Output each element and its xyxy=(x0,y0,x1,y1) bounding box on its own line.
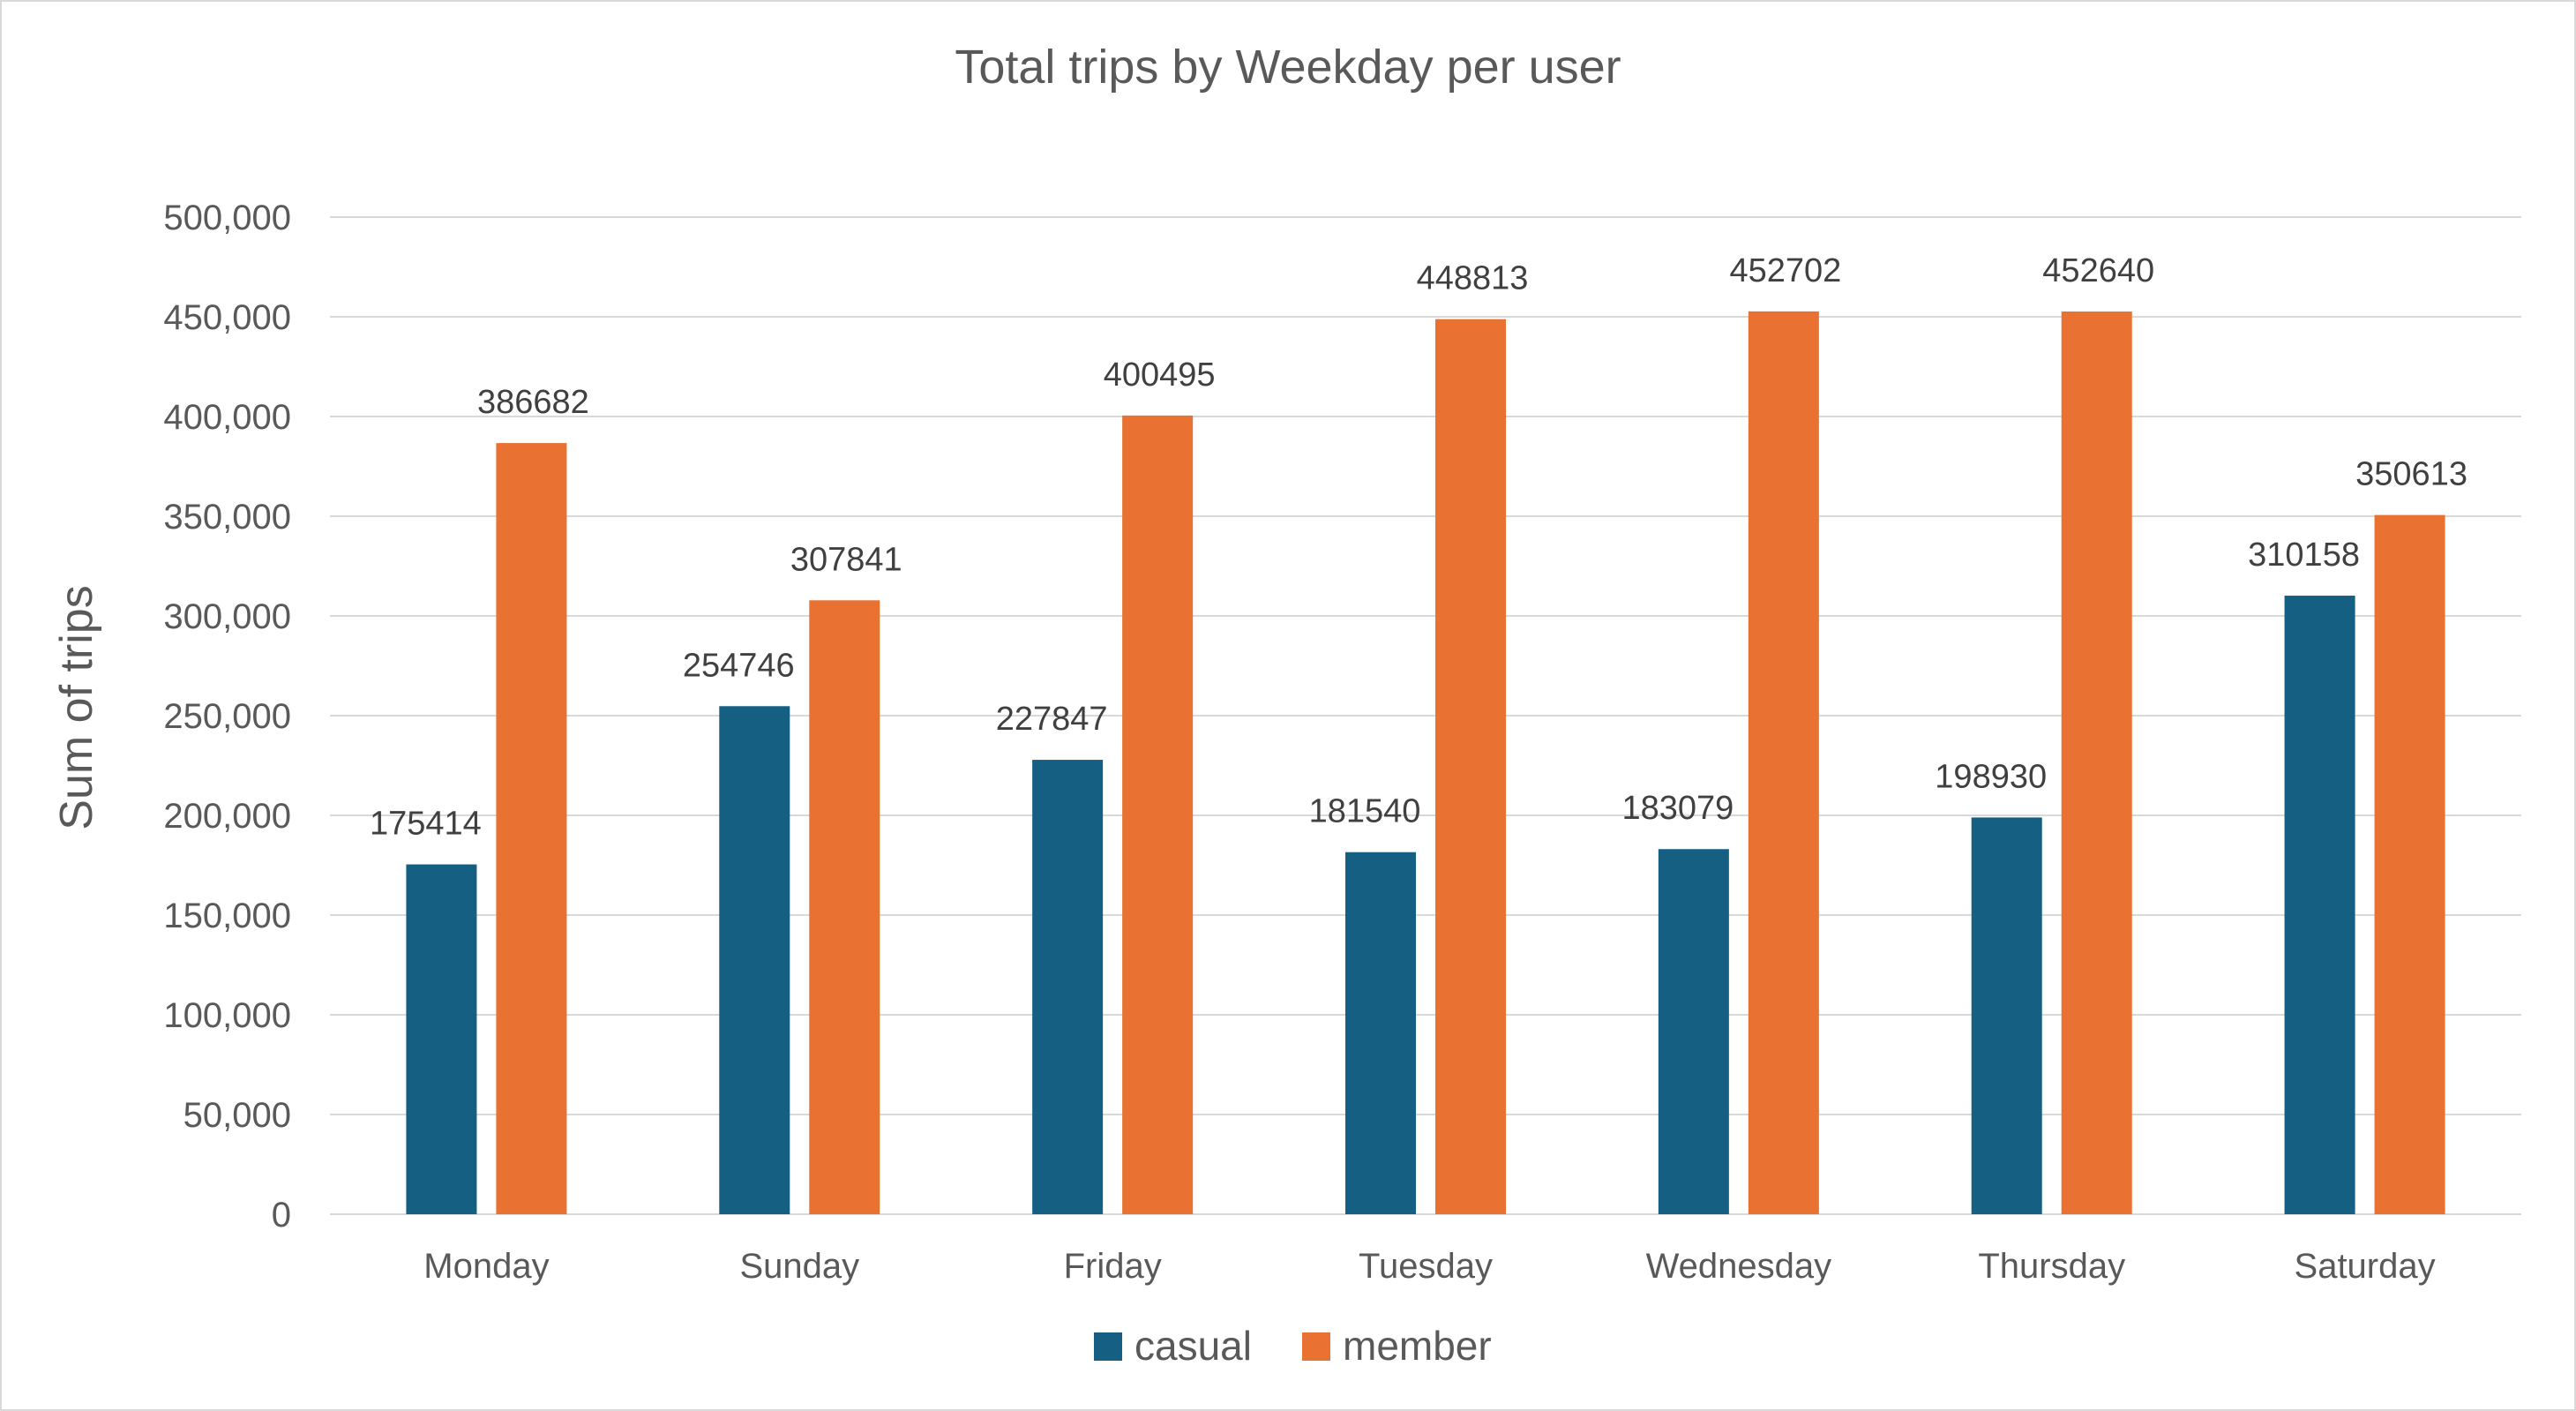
x-tick-label: Friday xyxy=(1064,1247,1162,1286)
data-label-casual: 183079 xyxy=(1621,790,1734,827)
x-tick-label: Saturday xyxy=(2295,1247,2436,1286)
chart-title: Total trips by Weekday per user xyxy=(955,41,1621,94)
y-tick-label: 300,000 xyxy=(163,597,291,636)
bar-member xyxy=(1748,311,1819,1214)
y-tick-label: 500,000 xyxy=(163,199,291,237)
data-label-member: 452640 xyxy=(2042,252,2154,289)
data-labels: 175414 386682 254746 307841 227847 400495 1815… xyxy=(370,252,2467,843)
bar-member xyxy=(1435,319,1506,1214)
bar-casual xyxy=(2284,596,2355,1214)
y-tick-label: 0 xyxy=(272,1196,291,1235)
data-label-casual: 310158 xyxy=(2248,537,2360,574)
legend-label-member: member xyxy=(1343,1323,1492,1369)
y-axis-ticks: 0 50,000 100,000 150,000 200,000 250,000 300,0… xyxy=(163,199,291,1235)
data-label-member: 448813 xyxy=(1417,260,1529,297)
bar-member xyxy=(1122,415,1194,1214)
x-tick-label: Sunday xyxy=(739,1247,859,1286)
y-tick-label: 450,000 xyxy=(163,298,291,337)
y-tick-label: 100,000 xyxy=(163,996,291,1035)
y-tick-label: 200,000 xyxy=(163,797,291,836)
bar-casual xyxy=(1658,849,1729,1214)
y-tick-label: 350,000 xyxy=(163,498,291,537)
data-label-casual: 198930 xyxy=(1935,758,2047,795)
legend-swatch-casual xyxy=(1094,1332,1122,1361)
bar-member xyxy=(496,443,567,1214)
data-label-member: 307841 xyxy=(790,541,902,578)
y-tick-label: 250,000 xyxy=(163,697,291,736)
legend-label-casual: casual xyxy=(1134,1323,1252,1369)
x-tick-label: Thursday xyxy=(1978,1247,2125,1286)
data-label-casual: 175414 xyxy=(370,806,482,843)
y-tick-label: 400,000 xyxy=(163,398,291,437)
data-label-casual: 227847 xyxy=(996,701,1108,738)
y-tick-label: 50,000 xyxy=(183,1096,291,1135)
bar-casual xyxy=(1971,817,2042,1214)
x-tick-label: Monday xyxy=(423,1247,549,1286)
data-label-member: 452702 xyxy=(1729,252,1841,289)
bar-casual xyxy=(719,706,790,1214)
bar-member xyxy=(2374,514,2445,1214)
y-tick-label: 150,000 xyxy=(163,897,291,935)
data-label-member: 400495 xyxy=(1104,357,1216,394)
x-axis-ticks: Monday Sunday Friday Tuesday Wednesday Thursd… xyxy=(423,1247,2435,1286)
legend-swatch-member xyxy=(1302,1332,1330,1361)
data-label-casual: 254746 xyxy=(683,647,795,684)
y-axis-label: Sum of trips xyxy=(51,585,102,829)
bar-member xyxy=(2061,311,2132,1215)
x-tick-label: Tuesday xyxy=(1359,1247,1493,1286)
legend: casual member xyxy=(1094,1323,1492,1369)
x-tick-label: Wednesday xyxy=(1646,1247,1832,1286)
data-label-member: 386682 xyxy=(477,384,589,421)
data-label-member: 350613 xyxy=(2355,456,2467,493)
bar-member xyxy=(809,600,880,1214)
bars xyxy=(406,311,2445,1215)
data-label-casual: 181540 xyxy=(1309,793,1421,830)
bar-casual xyxy=(1032,760,1104,1214)
bar-casual xyxy=(1345,852,1416,1214)
gridlines xyxy=(330,216,2521,1215)
bar-casual xyxy=(406,864,477,1214)
